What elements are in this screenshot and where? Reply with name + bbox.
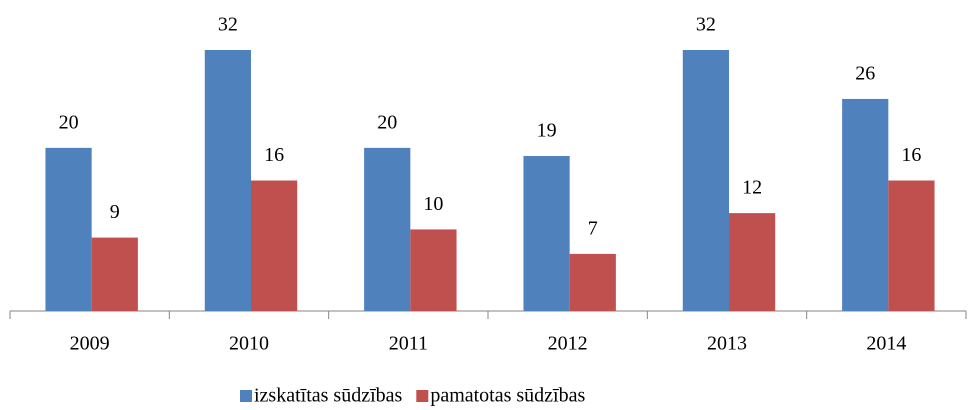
bar <box>888 180 935 311</box>
data-label: 20 <box>377 111 397 133</box>
x-tick-label: 2010 <box>229 333 269 355</box>
data-label: 9 <box>110 201 120 223</box>
data-label: 16 <box>264 144 284 166</box>
data-label: 16 <box>901 144 921 166</box>
legend-swatch <box>416 390 429 402</box>
data-label: 26 <box>855 63 875 85</box>
legend-label: pamatotas sūdzības <box>430 385 585 407</box>
bar <box>523 156 570 311</box>
bar <box>204 50 251 311</box>
x-tick-label: 2009 <box>70 333 110 355</box>
bar <box>91 237 138 311</box>
bar <box>842 98 889 311</box>
legend-label: izskatītas sūdzības <box>254 385 403 407</box>
data-label: 7 <box>588 218 598 240</box>
data-label: 32 <box>218 14 238 36</box>
bar <box>45 147 92 311</box>
data-label: 19 <box>537 120 557 142</box>
data-label: 32 <box>696 14 716 36</box>
data-label: 10 <box>423 193 443 215</box>
bar <box>364 147 411 311</box>
x-tick-label: 2014 <box>866 333 906 355</box>
data-label: 20 <box>59 111 79 133</box>
legend-swatch <box>240 390 252 402</box>
bar <box>410 229 457 311</box>
bar <box>729 213 776 311</box>
bar <box>251 180 298 311</box>
bar <box>682 50 729 311</box>
x-tick-label: 2011 <box>389 333 428 355</box>
bar <box>569 253 616 311</box>
x-tick-label: 2013 <box>707 333 747 355</box>
data-label: 12 <box>742 177 762 199</box>
x-tick-label: 2012 <box>548 333 588 355</box>
